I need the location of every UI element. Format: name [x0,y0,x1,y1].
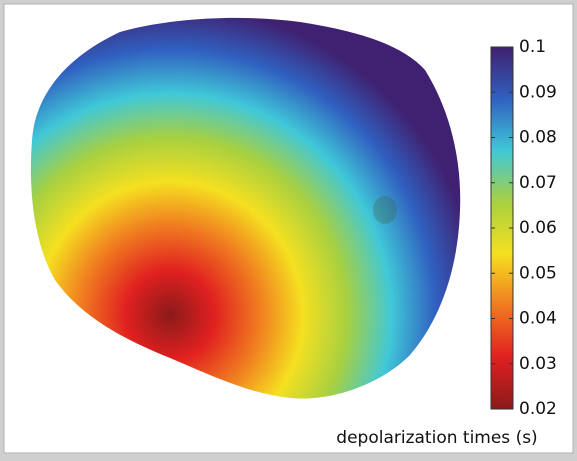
tick-label: 0.1 [519,37,546,57]
tick-label: 0.07 [519,173,557,193]
heart-surface [30,17,461,399]
tick-label: 0.06 [519,218,557,238]
colorbar-label: depolarization times (s) [336,428,537,448]
tick-label: 0.09 [519,82,557,102]
tick-label: 0.08 [519,128,557,148]
tick-label: 0.04 [519,309,557,329]
tick-label: 0.05 [519,263,557,283]
tick-label: 0.03 [519,354,557,374]
tick-label: 0.02 [519,399,557,419]
surface-shadow [373,196,397,224]
